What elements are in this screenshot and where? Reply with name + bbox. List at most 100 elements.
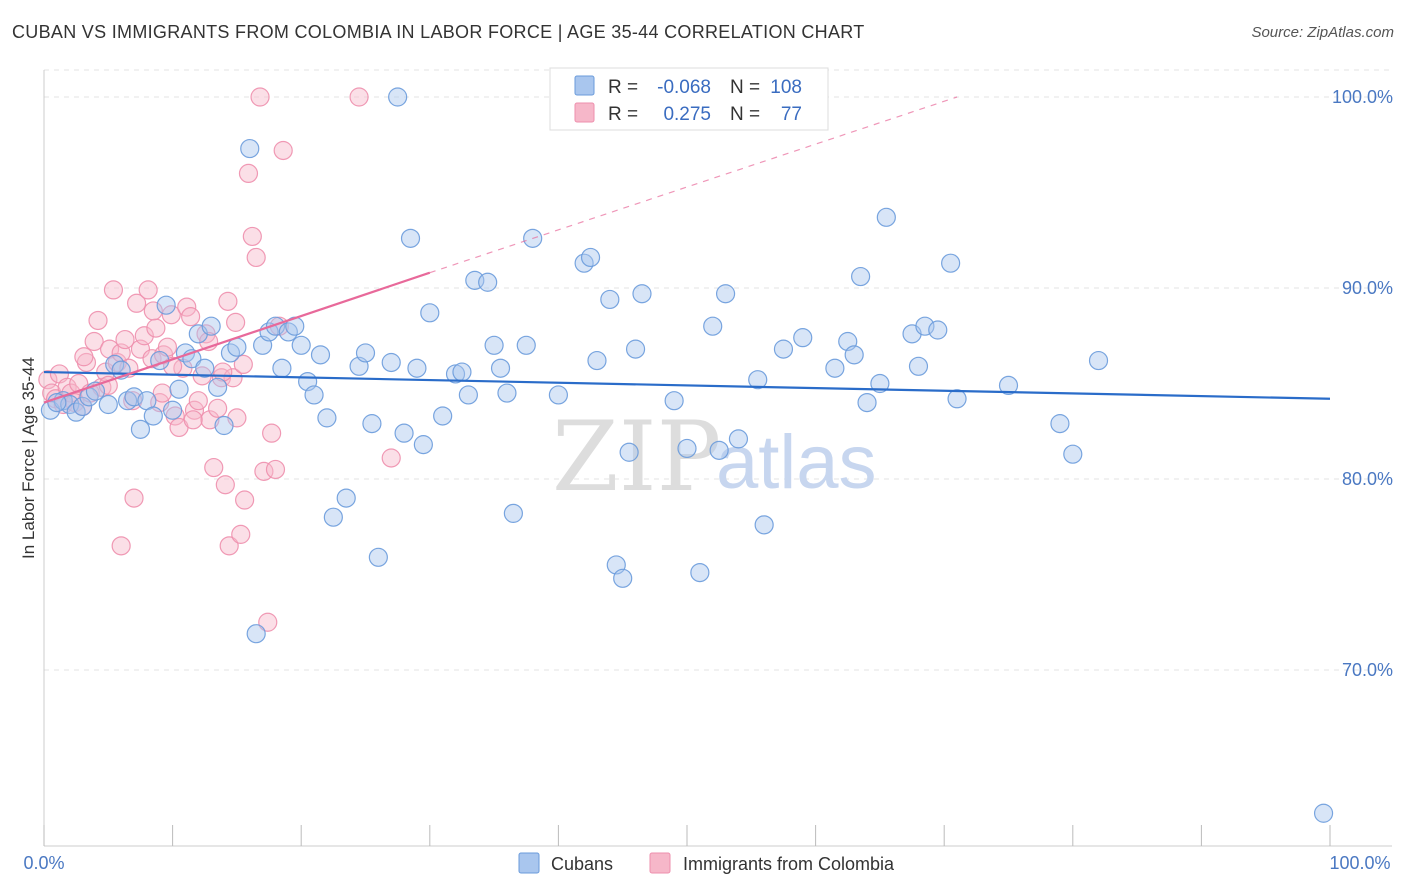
colombia-point [218,291,238,311]
stats-legend-swatch-cubans [574,75,595,96]
cuban-point [400,228,421,248]
trendlines [43,96,1331,404]
cuban-point [478,272,498,292]
colombia-point [208,398,228,418]
colombia-point [188,391,208,411]
colombia-point [134,326,154,346]
cuban-point [240,138,260,159]
colombia-point [146,318,166,338]
y-tick-label: 90.0% [1342,278,1393,298]
cuban-point [619,442,639,462]
cuban-point [580,247,601,268]
colombia-point [184,400,205,420]
cuban-point [1088,350,1109,371]
stats-legend-r-label-colombia: R = [608,104,638,125]
cuban-point [748,370,768,390]
cuban-point [208,377,228,397]
colombia-point [233,354,253,374]
cuban-point [317,408,337,428]
colombia-point [226,312,246,332]
stats-legend-r-label-cubans: R = [608,77,638,98]
colombia-trend-line [43,271,431,404]
cubans-trend-line [43,370,1331,400]
cuban-point [503,503,523,523]
x-axis-ticks [43,825,1331,846]
cuban-point [1313,803,1334,823]
cuban-point [310,345,331,365]
y-tick-label: 100.0% [1332,87,1393,107]
colombia-point [223,368,243,388]
cuban-point [195,358,215,378]
cuban-point [381,352,401,373]
cuban-point [625,339,646,359]
cuban-point [291,335,311,355]
y-axis-label: In Labor Force | Age 35-44 [19,357,38,559]
colombia-point [235,490,255,510]
cuban-point [998,375,1019,396]
cuban-point [703,316,723,336]
cuban-point [709,440,729,460]
cuban-point [600,289,620,310]
colombia-point [211,368,232,388]
colombia-point [126,293,147,313]
colombia-point [177,297,197,317]
stats-legend-r-colombia: 0.275 [663,104,711,125]
cuban-point [690,562,710,583]
cuban-point [928,320,948,340]
cuban-point [355,343,376,363]
colombia-point [381,448,401,468]
cuban-point [793,328,813,348]
cuban-point [773,339,794,359]
cuban-point [388,87,408,107]
y-axis-tick-labels: 70.0% 80.0% 90.0% 100.0% [1332,87,1393,680]
cuban-point [323,507,343,527]
colombia-point [142,349,162,369]
stats-legend-n-label-cubans: N = [730,77,760,98]
cuban-point [452,362,472,382]
cuban-point [876,207,896,227]
bottom-legend-swatch-cubans [518,852,540,874]
cuban-point [1050,414,1070,434]
cuban-point [368,547,388,567]
colombia-point [215,475,235,495]
cuban-point [613,568,633,588]
cuban-point [272,358,292,378]
stats-legend-n-cubans: 108 [770,77,802,98]
cuban-point [484,335,504,355]
colombia-point [88,310,108,331]
colombia-point [181,307,201,327]
colombia-point [84,331,104,352]
cuban-point [156,295,176,315]
chart-title: CUBAN VS IMMIGRANTS FROM COLOMBIA IN LAB… [12,22,865,42]
colombia-point [262,423,282,443]
colombia-point [238,163,259,183]
colombia-point [349,87,369,107]
cuban-point [72,396,93,417]
cuban-point [728,429,749,449]
colombia-point [111,536,131,556]
colombia-point [115,329,135,350]
stats-legend-n-colombia: 77 [781,104,802,125]
cuban-point [870,373,890,394]
cuban-point [497,383,517,403]
colombia-point [258,612,278,632]
cuban-point [130,419,151,439]
cuban-point [677,438,697,459]
cuban-point [336,488,356,508]
cuban-point [163,400,183,420]
cuban-point [1063,444,1083,464]
colombia-point [246,247,266,268]
colombia-point [103,280,124,300]
cuban-point [516,335,536,355]
cuban-point [587,350,607,371]
colombia-point [138,280,158,300]
colombia-point [183,410,203,430]
series-colombia-points [38,87,401,632]
colombia-trend-extension [429,96,958,274]
cuban-point [857,393,877,413]
stats-legend-n-label-colombia: N = [730,104,760,125]
cuban-point [394,423,414,443]
cuban-point [98,394,118,415]
cuban-point [490,358,511,378]
